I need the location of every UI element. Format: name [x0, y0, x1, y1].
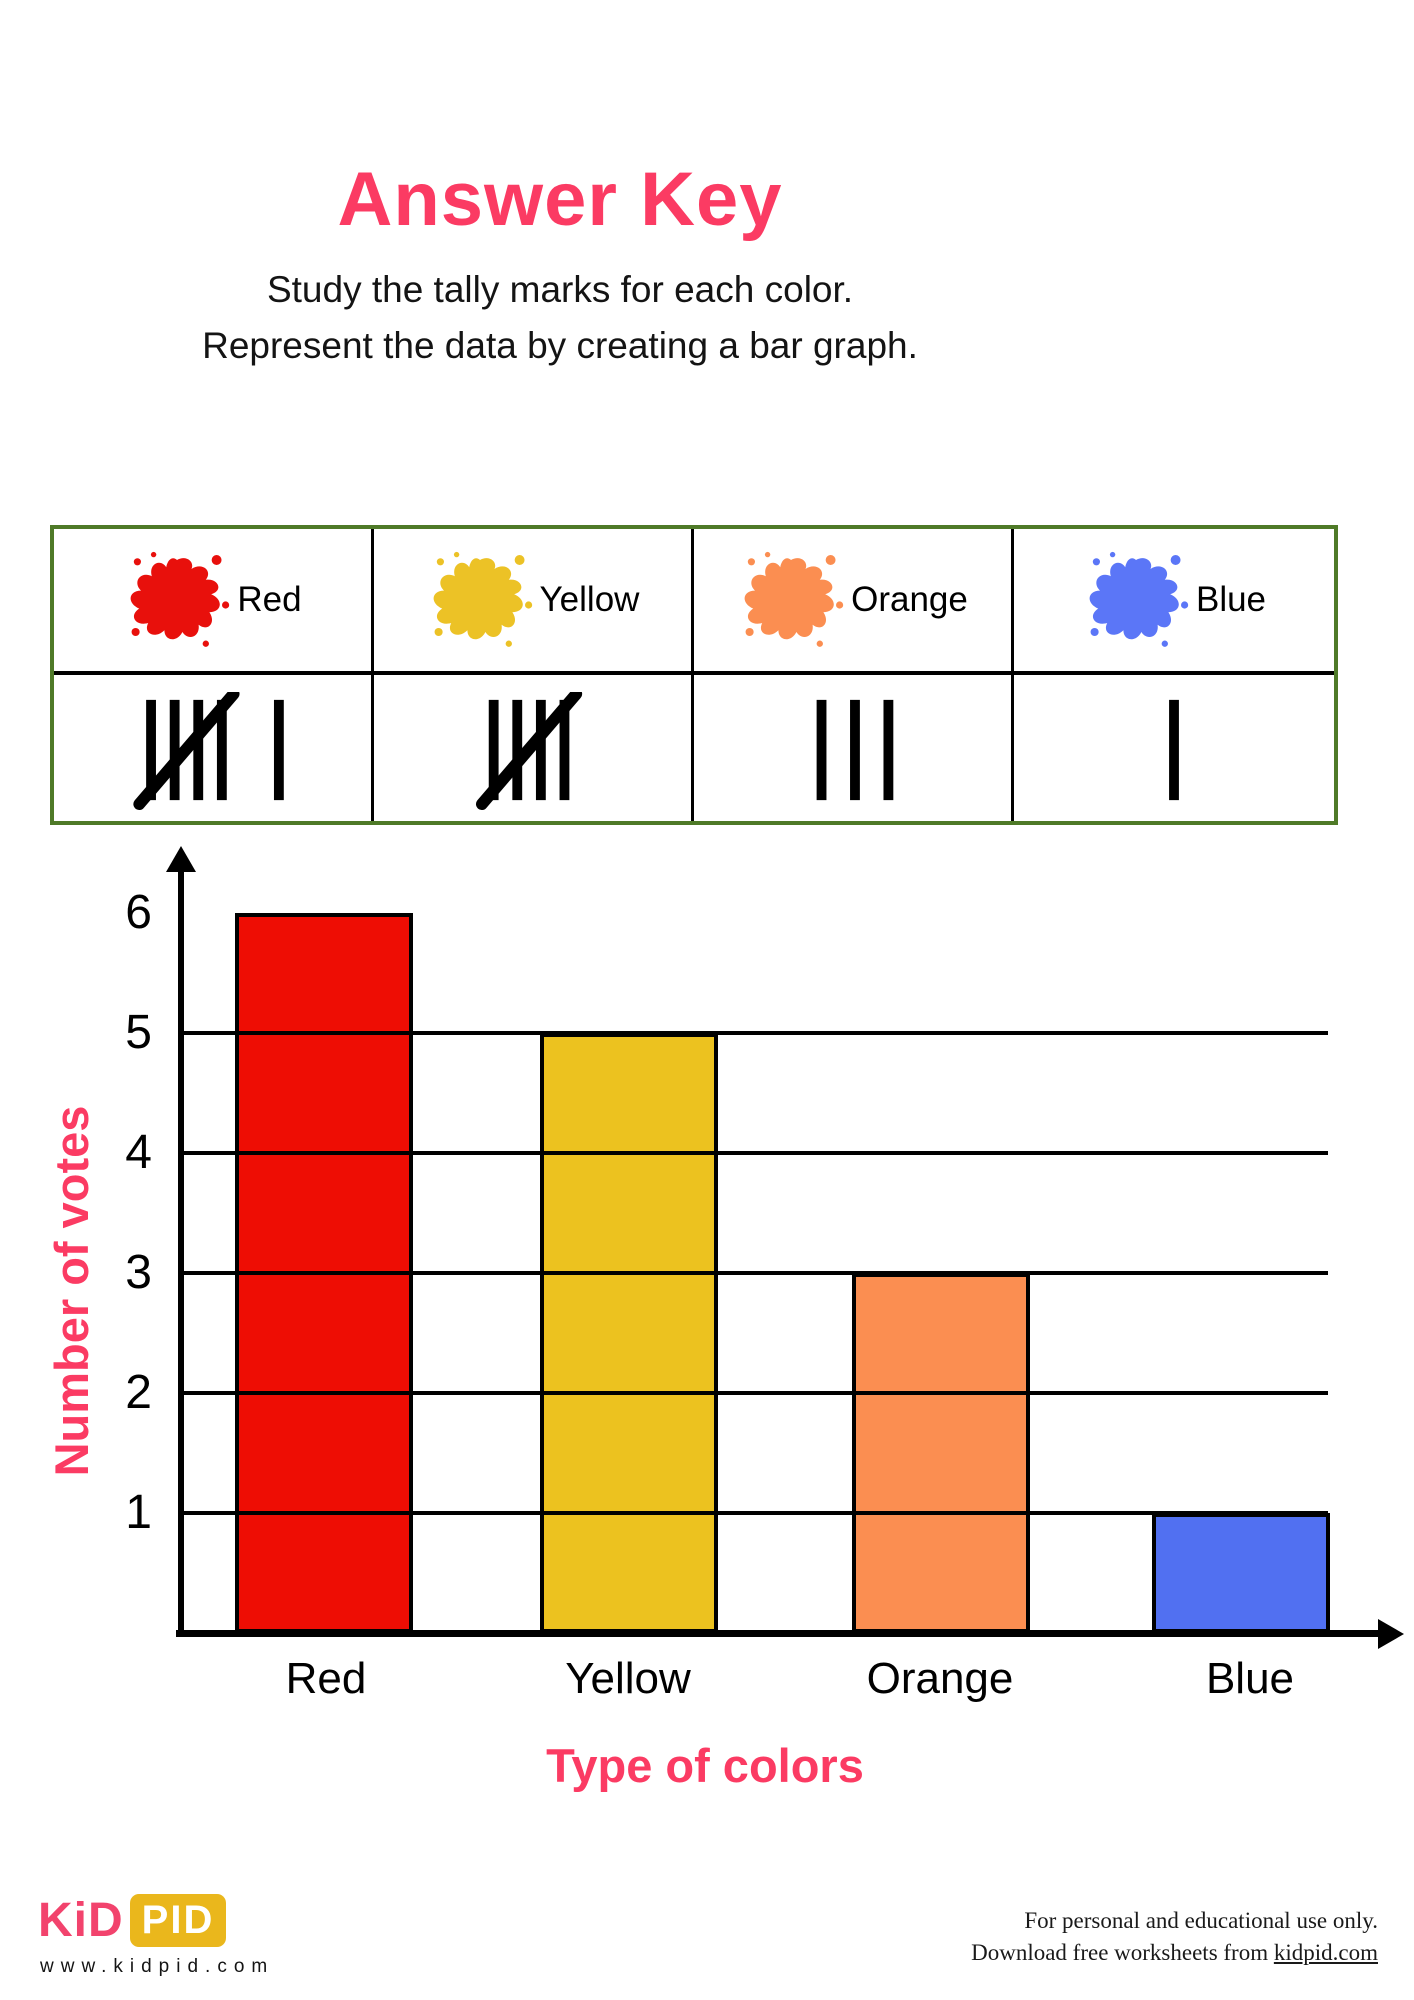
footer-note-line-1: For personal and educational use only. — [1024, 1908, 1378, 1933]
bar-yellow — [540, 1033, 718, 1633]
gridline-5 — [181, 1031, 1328, 1035]
y-tick-label-1: 1 — [125, 1486, 152, 1539]
tally-table-header-row: Red Yellow Orange Blue — [54, 529, 1334, 675]
tally-cell-red — [54, 675, 374, 821]
logo-kid-text: KiD — [38, 1894, 124, 1947]
instruction-line-1: Study the tally marks for each color. — [266, 269, 854, 310]
color-label: Blue — [1195, 580, 1267, 619]
color-label: Yellow — [539, 580, 640, 619]
y-axis-arrow-icon — [166, 846, 196, 872]
y-tick-label-6: 6 — [125, 886, 152, 939]
x-axis-title: Type of colors — [546, 1739, 864, 1792]
color-label: Red — [237, 580, 302, 619]
logo-website-url: www.kidpid.com — [40, 1956, 275, 1977]
paint-splat-icon — [744, 551, 844, 647]
tally-cell-yellow — [374, 675, 694, 821]
x-category-label-red: Red — [285, 1654, 367, 1703]
footer-note: For personal and educational use only. D… — [971, 1905, 1378, 1969]
tally-marks-icon — [1169, 699, 1179, 801]
y-tick-label-2: 2 — [125, 1366, 152, 1419]
color-header-cell-red: Red — [54, 529, 374, 671]
color-header-cell-orange: Orange — [694, 529, 1014, 671]
gridline-2 — [181, 1391, 1328, 1395]
paint-splat-icon — [1089, 551, 1189, 647]
x-category-label-orange: Orange — [866, 1654, 1014, 1703]
tally-marks-icon — [475, 692, 582, 810]
instruction-line-2: Represent the data by creating a bar gra… — [202, 325, 918, 366]
x-axis-line — [176, 1630, 1378, 1637]
tally-marks-icon — [132, 692, 284, 810]
gridline-4 — [181, 1151, 1328, 1155]
color-header-cell-blue: Blue — [1014, 529, 1334, 671]
color-label: Orange — [851, 580, 968, 619]
tally-cell-blue — [1014, 675, 1334, 821]
page-instructions: Study the tally marks for each color. Re… — [0, 262, 1120, 374]
y-tick-label-3: 3 — [125, 1246, 152, 1299]
x-axis-arrow-icon — [1378, 1619, 1404, 1649]
tally-marks-icon — [816, 699, 893, 801]
paint-splat-icon — [433, 551, 532, 647]
gridline-3 — [181, 1271, 1328, 1275]
logo-pid-badge: PID — [129, 1894, 227, 1947]
bar-orange — [852, 1273, 1030, 1633]
page-title: Answer Key — [337, 157, 783, 242]
gridline-1 — [181, 1511, 1328, 1515]
bar-blue — [1152, 1513, 1330, 1633]
tally-cell-orange — [694, 675, 1014, 821]
footer-note-line-2: Download free worksheets from kidpid.com — [971, 1937, 1378, 1969]
y-axis-line — [178, 866, 184, 1637]
x-category-label-blue: Blue — [1205, 1654, 1295, 1703]
y-tick-label-5: 5 — [125, 1006, 152, 1059]
tally-table: Red Yellow Orange Blue — [50, 525, 1338, 825]
paint-splat-icon — [130, 551, 230, 647]
tally-table-marks-row — [54, 675, 1334, 821]
kidpid-com-link[interactable]: kidpid.com — [1273, 1940, 1378, 1965]
y-tick-label-4: 4 — [125, 1126, 152, 1179]
x-category-label-yellow: Yellow — [565, 1654, 691, 1703]
footer-note-line-2-text: Download free worksheets from — [971, 1940, 1274, 1965]
kidpid-logo: KiD PID — [38, 1893, 227, 1948]
color-header-cell-yellow: Yellow — [374, 529, 694, 671]
